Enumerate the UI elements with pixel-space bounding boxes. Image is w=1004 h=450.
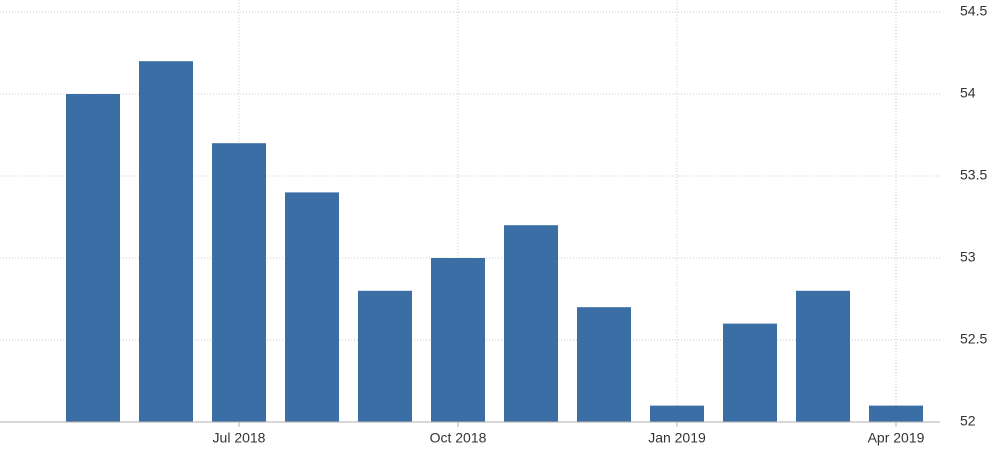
bar (650, 405, 704, 422)
bar (66, 94, 120, 422)
y-tick-label: 53 (960, 249, 976, 265)
y-tick-label: 52.5 (960, 331, 987, 347)
y-tick-label: 52 (960, 413, 976, 429)
y-tick-label: 54 (960, 85, 976, 101)
x-tick-label: Apr 2019 (868, 430, 925, 446)
bar (577, 307, 631, 422)
bar (212, 143, 266, 422)
bar (431, 258, 485, 422)
bar (869, 405, 923, 422)
bar (358, 290, 412, 422)
bar (796, 290, 850, 422)
bar (139, 61, 193, 422)
bar (504, 225, 558, 422)
y-tick-label: 54.5 (960, 3, 987, 19)
bar (723, 323, 777, 422)
x-tick-label: Jul 2018 (213, 430, 266, 446)
bar (285, 192, 339, 422)
x-tick-label: Oct 2018 (430, 430, 487, 446)
x-tick-label: Jan 2019 (648, 430, 706, 446)
y-tick-label: 53.5 (960, 167, 987, 183)
